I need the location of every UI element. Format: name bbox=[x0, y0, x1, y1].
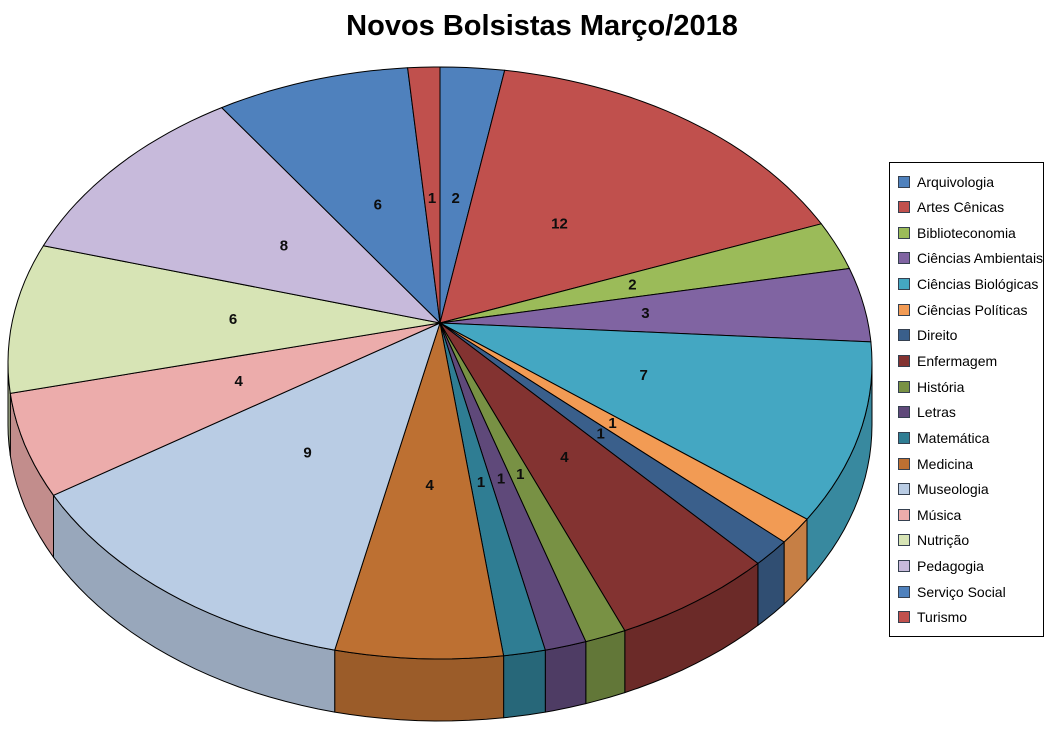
legend-color-swatch bbox=[898, 354, 910, 367]
legend-label: Pedagogia bbox=[917, 558, 984, 575]
pie-slice-museologia[interactable] bbox=[53, 322, 441, 651]
pie-slice-ciencias-biologicas[interactable] bbox=[439, 322, 873, 520]
legend-item-ciencias-ambientais[interactable]: Ciências Ambientais bbox=[898, 246, 1043, 271]
legend-label: Museologia bbox=[917, 481, 989, 498]
legend-color-swatch bbox=[898, 226, 910, 239]
legend-color-swatch bbox=[898, 329, 910, 342]
legend-item-biblioteconomia[interactable]: Biblioteconomia bbox=[898, 220, 1039, 245]
legend-item-letras[interactable]: Letras bbox=[898, 400, 1039, 425]
legend-color-swatch bbox=[898, 380, 910, 393]
legend-label: Ciências Ambientais bbox=[917, 250, 1044, 267]
pie-slice-ciencias-ambientais[interactable] bbox=[439, 268, 872, 343]
slice-value-label-medicina: 4 bbox=[426, 477, 435, 494]
pie-slice-pedagogia[interactable] bbox=[42, 107, 441, 324]
slice-value-label-letras: 1 bbox=[497, 471, 505, 488]
legend-item-ciencias-biologicas[interactable]: Ciências Biológicas bbox=[898, 272, 1039, 297]
slice-value-label-enfermagem: 4 bbox=[560, 449, 569, 466]
slice-value-label-ciencias-biologicas: 7 bbox=[640, 367, 648, 384]
legend-label: Letras bbox=[917, 404, 956, 421]
legend-color-swatch bbox=[898, 508, 910, 521]
pie-slice-wall-historia bbox=[585, 630, 626, 705]
legend-label: Matemática bbox=[917, 429, 990, 446]
legend-label: Nutrição bbox=[917, 532, 970, 549]
pie-slice-artes-cenicas[interactable] bbox=[439, 69, 822, 324]
legend-item-arquivologia[interactable]: Arquivologia bbox=[898, 169, 1039, 194]
legend-item-turismo[interactable]: Turismo bbox=[898, 605, 1039, 630]
slice-value-label-pedagogia: 8 bbox=[280, 238, 288, 255]
pie-slice-enfermagem[interactable] bbox=[439, 322, 759, 632]
legend-item-pedagogia[interactable]: Pedagogia bbox=[898, 554, 1039, 579]
slice-value-label-turismo: 1 bbox=[428, 190, 436, 207]
legend-item-ciencias-politicas[interactable]: Ciências Políticas bbox=[898, 297, 1039, 322]
legend-color-swatch bbox=[898, 534, 910, 547]
legend-color-swatch bbox=[898, 585, 910, 598]
legend-color-swatch bbox=[898, 201, 910, 214]
slice-value-label-artes-cenicas: 12 bbox=[551, 215, 568, 232]
legend-item-medicina[interactable]: Medicina bbox=[898, 451, 1039, 476]
chart-legend: Arquivologia Artes Cênicas Biblioteconomia… bbox=[889, 162, 1044, 637]
slice-value-label-direito: 1 bbox=[597, 425, 605, 442]
slice-value-label-museologia: 9 bbox=[303, 445, 311, 462]
legend-item-enfermagem[interactable]: Enfermagem bbox=[898, 348, 1039, 373]
legend-item-historia[interactable]: História bbox=[898, 374, 1039, 399]
legend-label: Medicina bbox=[917, 455, 974, 472]
pie-slice-biblioteconomia[interactable] bbox=[439, 223, 850, 324]
legend-label: Ciências Políticas bbox=[917, 301, 1028, 318]
slice-value-label-nutricao: 6 bbox=[229, 311, 237, 328]
legend-color-swatch bbox=[898, 457, 910, 470]
legend-color-swatch bbox=[898, 406, 910, 419]
legend-item-nutricao[interactable]: Nutrição bbox=[898, 528, 1039, 553]
slice-value-label-musica: 4 bbox=[235, 373, 244, 390]
legend-color-swatch bbox=[898, 483, 910, 496]
legend-label: Artes Cênicas bbox=[917, 199, 1005, 216]
legend-item-musica[interactable]: Música bbox=[898, 502, 1039, 527]
legend-item-museologia[interactable]: Museologia bbox=[898, 477, 1039, 502]
legend-item-servico-social[interactable]: Serviço Social bbox=[898, 579, 1039, 604]
legend-color-swatch bbox=[898, 431, 910, 444]
pie-slice-wall-letras bbox=[544, 641, 587, 713]
pie-slice-wall-medicina bbox=[334, 649, 505, 722]
slice-value-label-arquivologia: 2 bbox=[452, 190, 460, 207]
legend-label: Biblioteconomia bbox=[917, 224, 1016, 241]
pie-slice-wall-matematica bbox=[503, 649, 546, 719]
slice-value-label-ciencias-politicas: 1 bbox=[608, 415, 616, 432]
legend-item-matematica[interactable]: Matemática bbox=[898, 425, 1039, 450]
slice-value-label-biblioteconomia: 2 bbox=[628, 276, 636, 293]
legend-label: Arquivologia bbox=[917, 173, 995, 190]
legend-label: Enfermagem bbox=[917, 352, 998, 369]
legend-color-swatch bbox=[898, 560, 910, 573]
slice-value-label-servico-social: 6 bbox=[374, 196, 382, 213]
pie-slice-musica[interactable] bbox=[9, 322, 441, 496]
slice-value-label-ciencias-ambientais: 3 bbox=[641, 305, 649, 322]
legend-label: Serviço Social bbox=[917, 583, 1006, 600]
pie-slice-medicina[interactable] bbox=[334, 322, 505, 660]
slice-value-label-matematica: 1 bbox=[477, 474, 485, 491]
pie-slice-nutricao[interactable] bbox=[7, 245, 441, 394]
legend-label: Direito bbox=[917, 327, 958, 344]
legend-label: Música bbox=[917, 506, 962, 523]
pie-slice-servico-social[interactable] bbox=[221, 67, 441, 324]
legend-color-swatch bbox=[898, 252, 910, 265]
legend-item-artes-cenicas[interactable]: Artes Cênicas bbox=[898, 195, 1039, 220]
legend-item-direito[interactable]: Direito bbox=[898, 323, 1039, 348]
legend-label: Turismo bbox=[917, 609, 968, 626]
legend-label: História bbox=[917, 378, 965, 395]
legend-label: Ciências Biológicas bbox=[917, 276, 1039, 293]
legend-color-swatch bbox=[898, 175, 910, 188]
chart-title: Novos Bolsistas Março/2018 bbox=[346, 10, 738, 42]
legend-color-swatch bbox=[898, 611, 910, 624]
legend-color-swatch bbox=[898, 278, 910, 291]
pie-slice-turismo[interactable] bbox=[407, 66, 441, 324]
legend-color-swatch bbox=[898, 303, 910, 316]
slice-value-label-historia: 1 bbox=[516, 466, 524, 483]
